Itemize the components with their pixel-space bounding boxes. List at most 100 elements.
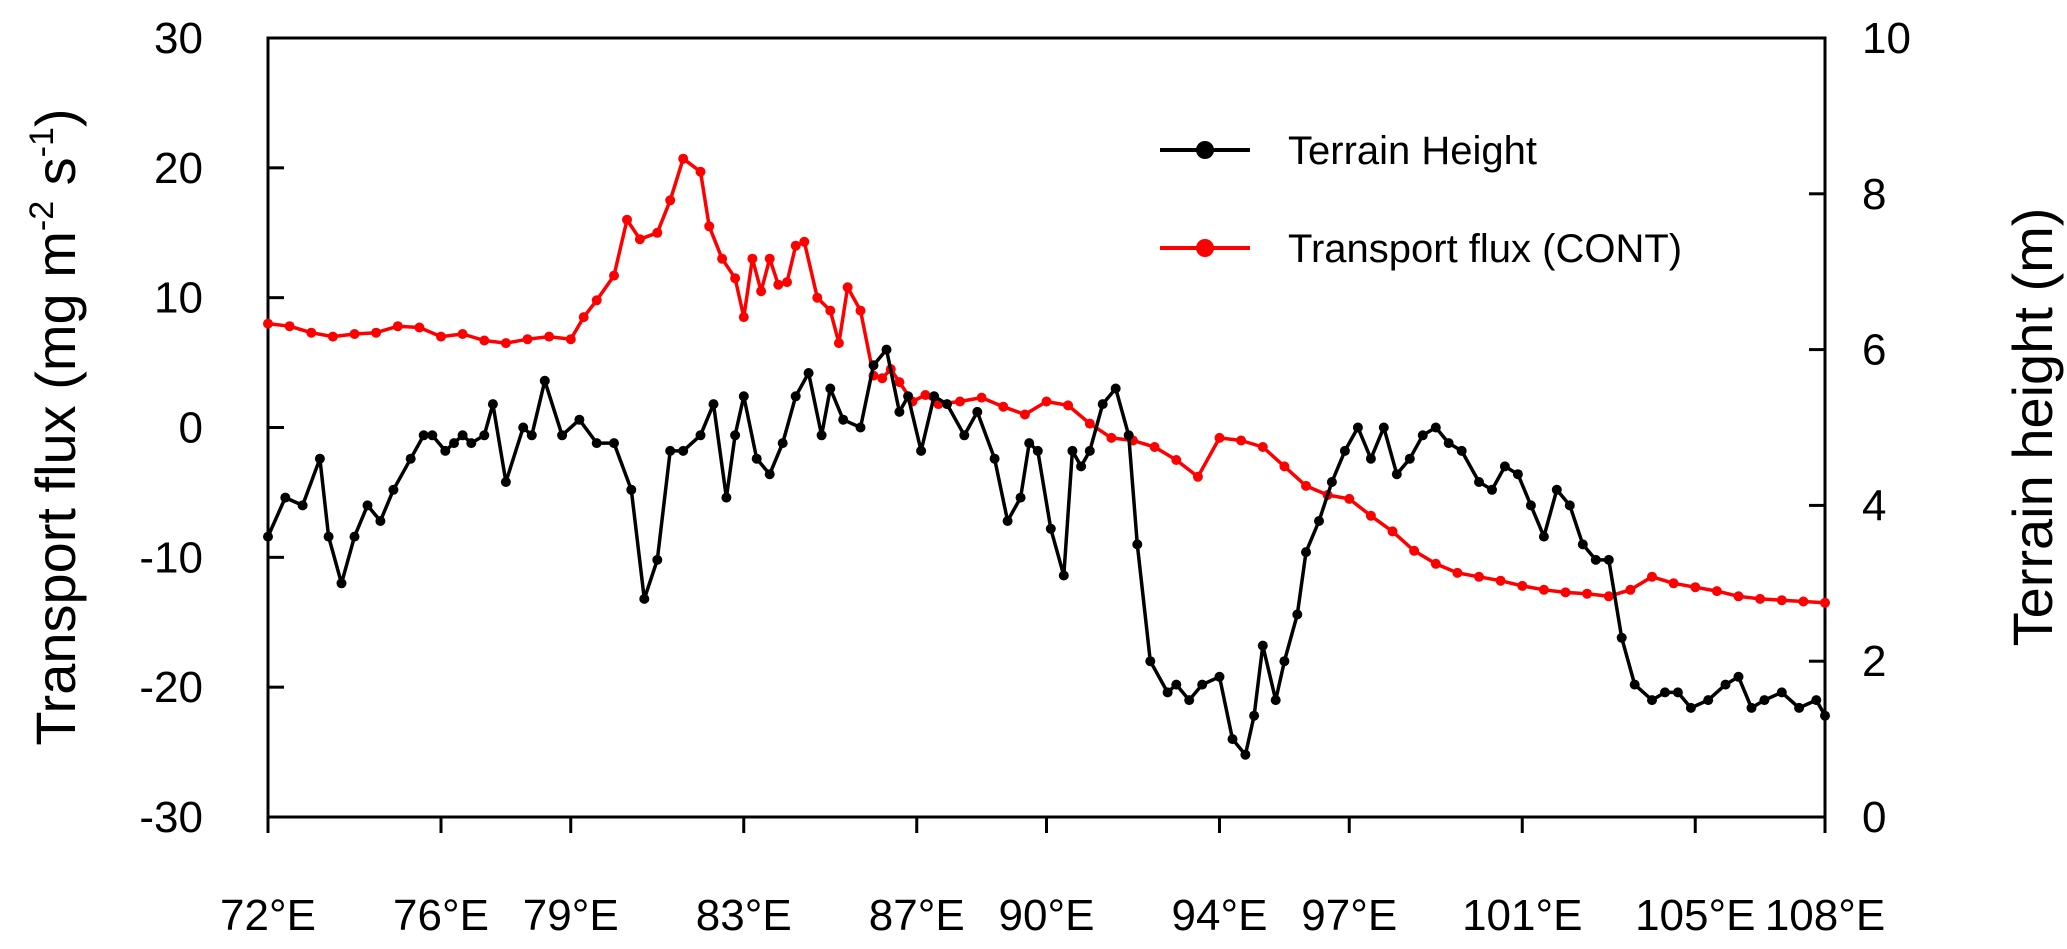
data-point-flux bbox=[678, 153, 689, 164]
data-point-flux bbox=[695, 166, 706, 177]
data-point-terrain bbox=[1339, 445, 1350, 456]
data-point-terrain bbox=[1746, 702, 1757, 713]
data-point-flux bbox=[799, 236, 810, 247]
data-point-terrain bbox=[1456, 445, 1467, 456]
y-left-tick-label: -20 bbox=[139, 663, 203, 712]
data-point-flux bbox=[457, 329, 468, 339]
data-point-terrain bbox=[942, 399, 952, 410]
data-point-terrain bbox=[1430, 422, 1441, 433]
data-point-terrain bbox=[652, 554, 663, 565]
data-point-terrain bbox=[1538, 531, 1549, 542]
y-right-axis-title: Terrain height (m) bbox=[2001, 208, 2064, 647]
data-point-terrain bbox=[1499, 461, 1510, 472]
data-point-terrain bbox=[1045, 523, 1056, 534]
data-point-flux bbox=[756, 286, 767, 297]
data-point-terrain bbox=[894, 406, 905, 417]
data-point-flux bbox=[1517, 580, 1528, 591]
data-point-terrain bbox=[1162, 687, 1173, 698]
data-point-terrain bbox=[1391, 469, 1402, 480]
data-point-flux bbox=[1430, 558, 1441, 569]
data-point-terrain bbox=[1032, 445, 1043, 456]
data-point-terrain bbox=[1660, 687, 1670, 698]
data-point-terrain bbox=[1067, 445, 1078, 456]
data-point-terrain bbox=[803, 368, 814, 378]
data-point-terrain bbox=[1616, 632, 1627, 643]
data-point-flux bbox=[1495, 575, 1506, 586]
data-point-flux bbox=[609, 270, 619, 281]
data-point-terrain bbox=[500, 477, 511, 487]
data-point-terrain bbox=[526, 430, 537, 441]
data-point-flux bbox=[1798, 596, 1809, 607]
y-left-tick-label: 30 bbox=[154, 14, 203, 63]
data-point-terrain bbox=[280, 492, 291, 503]
x-axis: 72°E 76°E 79°E 83°E 87°E 90°E 94°E 97°E 101°E 105… bbox=[220, 817, 1885, 940]
data-point-terrain bbox=[751, 453, 762, 464]
y-left-tick-label: 10 bbox=[154, 274, 203, 323]
data-point-terrain bbox=[609, 438, 619, 449]
data-point-terrain bbox=[1270, 695, 1281, 706]
data-point-terrain bbox=[574, 414, 585, 425]
y-axis-right: 0 2 4 6 8 10 bbox=[1809, 14, 1911, 842]
data-point-flux bbox=[1538, 584, 1549, 595]
x-tick-label: 94°E bbox=[1172, 891, 1268, 940]
data-point-terrain bbox=[1794, 702, 1805, 713]
y-right-tick-label: 2 bbox=[1862, 637, 1886, 686]
data-point-terrain bbox=[1629, 679, 1640, 690]
y-right-tick-label: 6 bbox=[1862, 326, 1886, 375]
data-point-flux bbox=[1820, 597, 1830, 608]
data-point-terrain bbox=[336, 578, 347, 589]
data-point-terrain bbox=[868, 360, 879, 371]
legend-marker-flux bbox=[1196, 239, 1214, 257]
data-point-flux bbox=[1257, 442, 1268, 452]
data-point-terrain bbox=[1720, 679, 1731, 690]
data-point-flux bbox=[479, 335, 490, 346]
data-point-terrain bbox=[1097, 399, 1108, 410]
data-point-terrain bbox=[738, 391, 749, 402]
data-point-terrain bbox=[449, 438, 459, 449]
data-point-terrain bbox=[518, 422, 529, 433]
data-point-flux bbox=[855, 305, 866, 316]
data-point-terrain bbox=[1590, 554, 1601, 565]
data-point-terrain bbox=[1145, 656, 1156, 667]
data-point-flux bbox=[998, 401, 1009, 412]
data-point-terrain bbox=[1647, 695, 1657, 706]
y-left-title-end: ) bbox=[24, 108, 87, 127]
data-point-terrain bbox=[1214, 671, 1225, 682]
y-left-tick-label: 0 bbox=[179, 404, 203, 453]
data-point-flux bbox=[1365, 510, 1376, 521]
data-point-terrain bbox=[790, 391, 801, 402]
data-point-flux bbox=[1625, 584, 1636, 595]
data-point-flux bbox=[1149, 442, 1160, 452]
data-point-terrain bbox=[639, 593, 650, 604]
data-point-terrain bbox=[591, 438, 602, 449]
data-point-terrain bbox=[665, 445, 676, 456]
data-point-terrain bbox=[1110, 383, 1121, 394]
data-point-flux bbox=[782, 277, 792, 288]
data-point-flux bbox=[665, 195, 676, 206]
data-point-terrain bbox=[903, 391, 914, 402]
data-point-flux bbox=[1733, 591, 1744, 602]
data-point-terrain bbox=[695, 430, 706, 441]
data-point-terrain bbox=[1249, 710, 1260, 721]
data-point-flux bbox=[773, 279, 784, 290]
data-point-terrain bbox=[838, 414, 849, 425]
data-point-flux bbox=[634, 234, 645, 245]
data-point-terrain bbox=[539, 375, 550, 386]
data-point-terrain bbox=[989, 453, 1000, 464]
data-point-flux bbox=[1387, 526, 1398, 537]
data-point-flux bbox=[1192, 471, 1203, 482]
data-point-flux bbox=[920, 390, 931, 400]
data-point-terrain bbox=[929, 391, 940, 402]
data-point-terrain bbox=[1820, 710, 1830, 721]
x-tick-label: 72°E bbox=[220, 891, 316, 940]
legend-label-terrain: Terrain Height bbox=[1288, 129, 1537, 173]
data-point-flux bbox=[1279, 461, 1290, 472]
x-tick-label: 87°E bbox=[869, 891, 965, 940]
data-point-flux bbox=[894, 377, 905, 388]
data-point-flux bbox=[414, 322, 425, 333]
data-point-terrain bbox=[263, 531, 273, 542]
data-point-terrain bbox=[1292, 609, 1303, 620]
data-point-flux bbox=[1582, 588, 1593, 599]
data-point-flux bbox=[578, 312, 589, 323]
